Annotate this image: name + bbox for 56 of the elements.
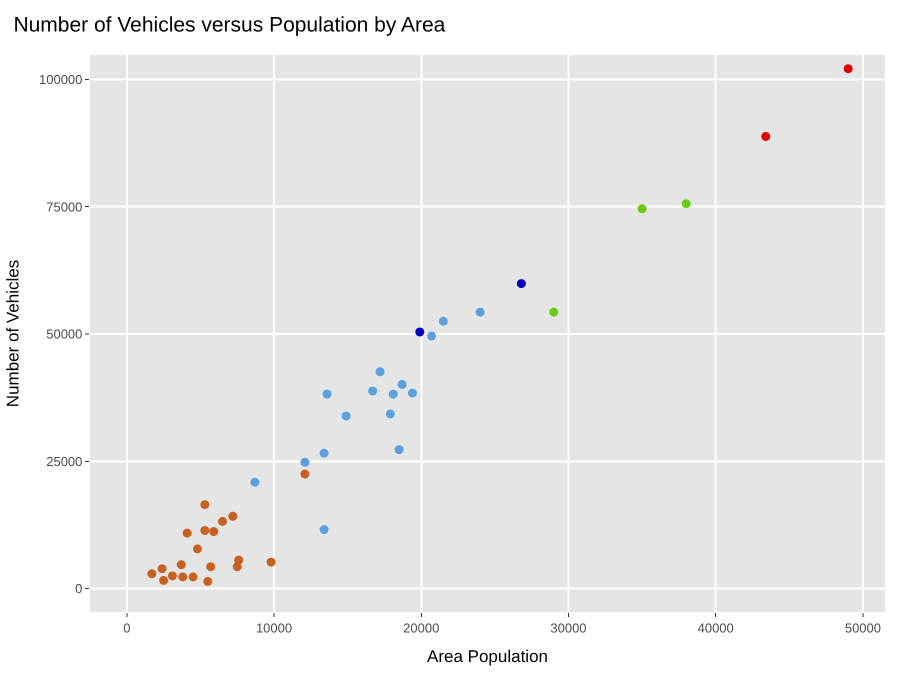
point	[176, 560, 186, 570]
point	[206, 562, 216, 572]
point	[476, 308, 485, 317]
point	[516, 279, 526, 288]
y-tick-label: 0	[75, 581, 82, 596]
point	[386, 409, 395, 418]
point	[427, 332, 436, 341]
point	[368, 386, 378, 396]
y-axis-title: Number of Vehicles	[4, 260, 23, 408]
y-tick-label: 25000	[46, 454, 82, 469]
x-tick-label: 0	[123, 620, 130, 636]
point	[192, 544, 202, 554]
point	[761, 132, 770, 141]
y-tick-label: 75000	[46, 199, 82, 214]
point	[549, 308, 558, 317]
point	[408, 388, 417, 398]
point	[158, 564, 167, 574]
point	[438, 316, 448, 326]
point	[168, 571, 177, 580]
point	[228, 512, 238, 521]
x-tick-label: 40000	[698, 620, 734, 636]
point	[300, 458, 310, 467]
point	[320, 525, 329, 534]
x-tick-label: 20000	[403, 620, 440, 636]
y-tick-label: 50000	[46, 326, 82, 342]
point	[844, 64, 853, 74]
point	[342, 411, 351, 420]
point	[638, 204, 647, 214]
point	[300, 470, 310, 479]
point	[394, 445, 404, 454]
point	[203, 576, 212, 586]
y-tick-label: 100000	[39, 72, 82, 87]
point	[147, 569, 156, 578]
point	[266, 558, 276, 567]
point	[232, 562, 242, 572]
x-tick-label: 50000	[844, 620, 881, 636]
point	[200, 526, 210, 536]
point	[388, 390, 398, 399]
point	[159, 576, 168, 585]
point	[376, 367, 385, 376]
point	[320, 448, 329, 458]
point	[250, 478, 260, 487]
x-tick-label: 30000	[550, 620, 587, 636]
point	[398, 380, 407, 389]
chart-title: Number of Vehicles versus Population by Area	[13, 14, 446, 37]
point	[209, 527, 218, 536]
point	[182, 528, 192, 538]
point	[200, 500, 210, 510]
point	[322, 390, 332, 399]
x-axis-title: Area Population	[427, 647, 548, 666]
x-tick-label: 10000	[256, 620, 292, 636]
point	[178, 572, 188, 582]
point	[218, 516, 227, 526]
point	[188, 572, 198, 582]
point	[415, 327, 424, 336]
point	[682, 199, 691, 208]
